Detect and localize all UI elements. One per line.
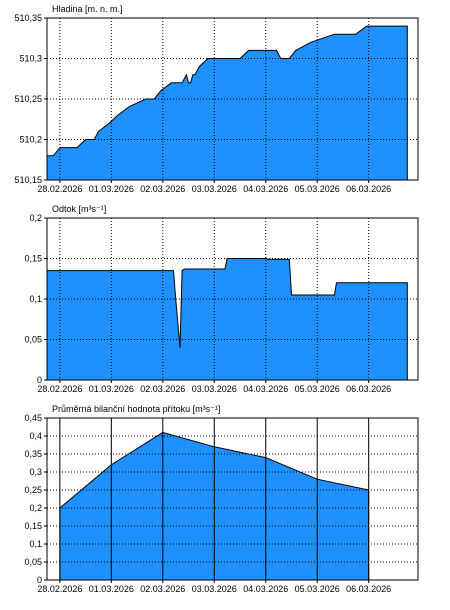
data-area	[46, 258, 408, 381]
x-tick-label: 05.03.2026	[295, 184, 340, 194]
y-tick-label: 0,2	[29, 213, 42, 223]
x-tick-label: 02.03.2026	[140, 584, 185, 594]
y-tick-label: 0,15	[24, 521, 42, 531]
y-tick-label: 0,2	[29, 503, 42, 513]
y-tick-label: 510,15	[14, 175, 42, 185]
y-tick-label: 0,35	[24, 449, 42, 459]
x-tick-label: 05.03.2026	[295, 384, 340, 394]
y-tick-label: 0,1	[29, 294, 42, 304]
x-tick-label: 03.03.2026	[192, 584, 237, 594]
y-tick-label: 0	[37, 575, 42, 585]
y-tick-label: 0	[37, 375, 42, 385]
y-tick-label: 510,35	[14, 13, 42, 23]
x-tick-label: 06.03.2026	[346, 184, 391, 194]
x-tick-label: 04.03.2026	[243, 184, 288, 194]
chart-water-level: Hladina [m. n. m.] 510,35 510,3 510,25 510,…	[14, 4, 419, 194]
y-tick-label: 0,05	[24, 557, 42, 567]
x-tick-label: 05.03.2026	[295, 584, 340, 594]
y-tick-label: 0,25	[24, 485, 42, 495]
y-tick-label: 0,15	[24, 254, 42, 264]
x-tick-label: 01.03.2026	[89, 584, 134, 594]
x-tick-label: 04.03.2026	[243, 584, 288, 594]
plot-frame	[46, 17, 419, 181]
x-tick-label: 01.03.2026	[89, 184, 134, 194]
y-tick-label: 0,3	[29, 467, 42, 477]
plot-frame	[46, 417, 419, 581]
x-tick-label: 28.02.2026	[37, 384, 82, 394]
x-tick-label: 04.03.2026	[243, 384, 288, 394]
data-area	[46, 25, 408, 181]
x-tick-label: 03.03.2026	[192, 184, 237, 194]
chart-title: Průměrná bilanční hodnota přítoku [m³s⁻¹…	[52, 404, 220, 414]
y-tick-label: 0,1	[29, 539, 42, 549]
x-tick-label: 06.03.2026	[346, 384, 391, 394]
x-tick-label: 28.02.2026	[37, 584, 82, 594]
y-tick-label: 510,25	[14, 94, 42, 104]
chart-title: Hladina [m. n. m.]	[52, 4, 123, 14]
y-tick-label: 0,4	[29, 431, 42, 441]
x-tick-label: 03.03.2026	[192, 384, 237, 394]
chart-avg-inflow: Průměrná bilanční hodnota přítoku [m³s⁻¹…	[24, 404, 419, 594]
y-tick-label: 510,2	[19, 135, 42, 145]
y-tick-label: 510,3	[19, 54, 42, 64]
x-tick-label: 02.03.2026	[140, 384, 185, 394]
plot-frame	[46, 217, 419, 381]
x-tick-label: 28.02.2026	[37, 184, 82, 194]
y-tick-label: 0,05	[24, 335, 42, 345]
x-tick-label: 01.03.2026	[89, 384, 134, 394]
chart-title: Odtok [m³s⁻¹]	[52, 204, 106, 214]
x-tick-label: 02.03.2026	[140, 184, 185, 194]
x-tick-label: 06.03.2026	[346, 584, 391, 594]
chart-outflow: Odtok [m³s⁻¹] 0,2 0,15 0,1 0,05 028.02.2026 0…	[24, 204, 419, 394]
y-tick-label: 0,45	[24, 413, 42, 423]
